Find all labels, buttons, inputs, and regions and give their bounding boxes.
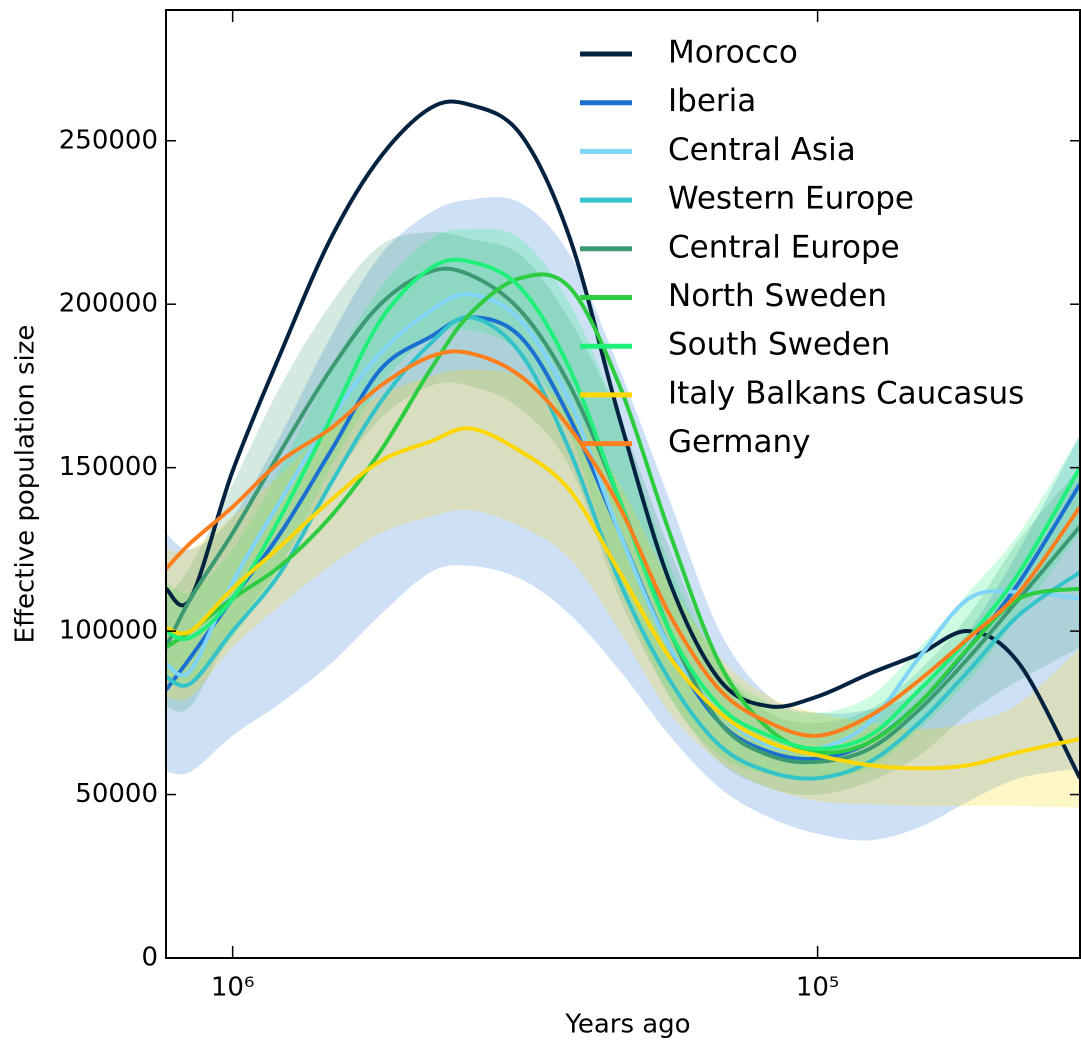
series-line <box>166 272 1081 755</box>
legend-label: Morocco <box>668 35 798 71</box>
legend-label: North Sweden <box>668 278 887 314</box>
series-line <box>166 349 1081 738</box>
legend-label: Central Europe <box>668 229 900 265</box>
series-line <box>166 426 1081 771</box>
y-tick-label: 250000 <box>59 125 158 155</box>
series-line <box>166 99 1081 780</box>
legend-label: Iberia <box>668 83 756 119</box>
series-line <box>166 292 1081 754</box>
y-axis-label: Effective population size <box>11 325 41 644</box>
series-line <box>166 266 1081 765</box>
x-axis-label: Years ago <box>564 1010 690 1040</box>
y-tick-label: 100000 <box>59 616 158 646</box>
plot-frame <box>165 9 1081 959</box>
legend-label: South Sweden <box>668 327 890 363</box>
y-tick-label: 150000 <box>59 452 158 482</box>
y-tick-label: 50000 <box>75 779 158 809</box>
x-tick-label: 10⁶ <box>211 973 255 1003</box>
legend-label: Germany <box>668 424 810 460</box>
legend-label: Central Asia <box>668 132 856 168</box>
legend-label: Italy Balkans Caucasus <box>668 375 1024 411</box>
legend-label: Western Europe <box>668 181 914 217</box>
x-tick-label: 10⁵ <box>796 973 840 1003</box>
y-tick-label: 0 <box>141 943 158 973</box>
y-tick-label: 200000 <box>59 289 158 319</box>
